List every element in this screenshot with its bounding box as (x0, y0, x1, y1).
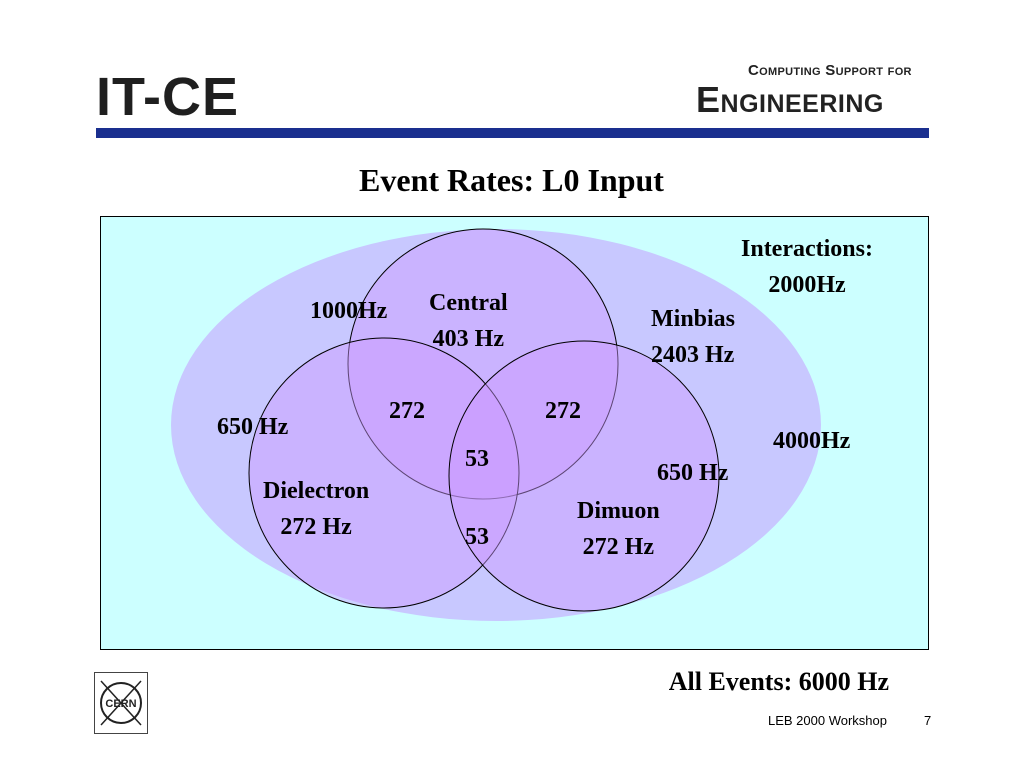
venn-diagram (171, 228, 821, 621)
overlap-right-label: 272 (545, 398, 581, 424)
dimuon-circle (448, 340, 720, 612)
central-label: Central 403 Hz (429, 290, 508, 352)
all-interactions-ellipse (171, 229, 821, 621)
central-circle (347, 228, 619, 500)
interactions-label: Interactions: 2000Hz (741, 236, 873, 298)
dielectron-label: Dielectron 272 Hz (263, 478, 370, 540)
rate-650-left-label: 650 Hz (217, 414, 289, 440)
engineering-logo: Engineering (696, 79, 884, 120)
overlap-center-label: 53 (465, 446, 489, 472)
dielectron-circle (248, 337, 520, 609)
rate-1000-label: 1000Hz (310, 298, 388, 324)
overlap-bottom-label: 53 (465, 524, 489, 550)
workshop-footer: LEB 2000 Workshop (768, 713, 887, 728)
rate-650-right-label: 650 Hz (657, 460, 729, 486)
dimuon-label: Dimuon 272 Hz (577, 498, 660, 560)
cern-logo-text: CERN (105, 698, 136, 710)
total-4000-label: 4000Hz (773, 428, 851, 454)
cern-logo: CERN (94, 672, 148, 734)
slide-title: Event Rates: L0 Input (359, 162, 664, 198)
it-ce-logo: IT-CE (96, 67, 240, 127)
all-events-total: All Events: 6000 Hz (668, 667, 889, 696)
computing-support-logo-top: Computing Support for (748, 62, 912, 79)
header-rule (96, 128, 929, 138)
page-number: 7 (924, 713, 932, 728)
minbias-label: Minbias 2403 Hz (651, 306, 736, 368)
venn-diagram-panel: Interactions: 2000Hz 4000Hz 1000Hz Centr… (100, 216, 929, 650)
cern-logo-graphic: CERN (100, 680, 142, 726)
overlap-left-label: 272 (389, 398, 425, 424)
